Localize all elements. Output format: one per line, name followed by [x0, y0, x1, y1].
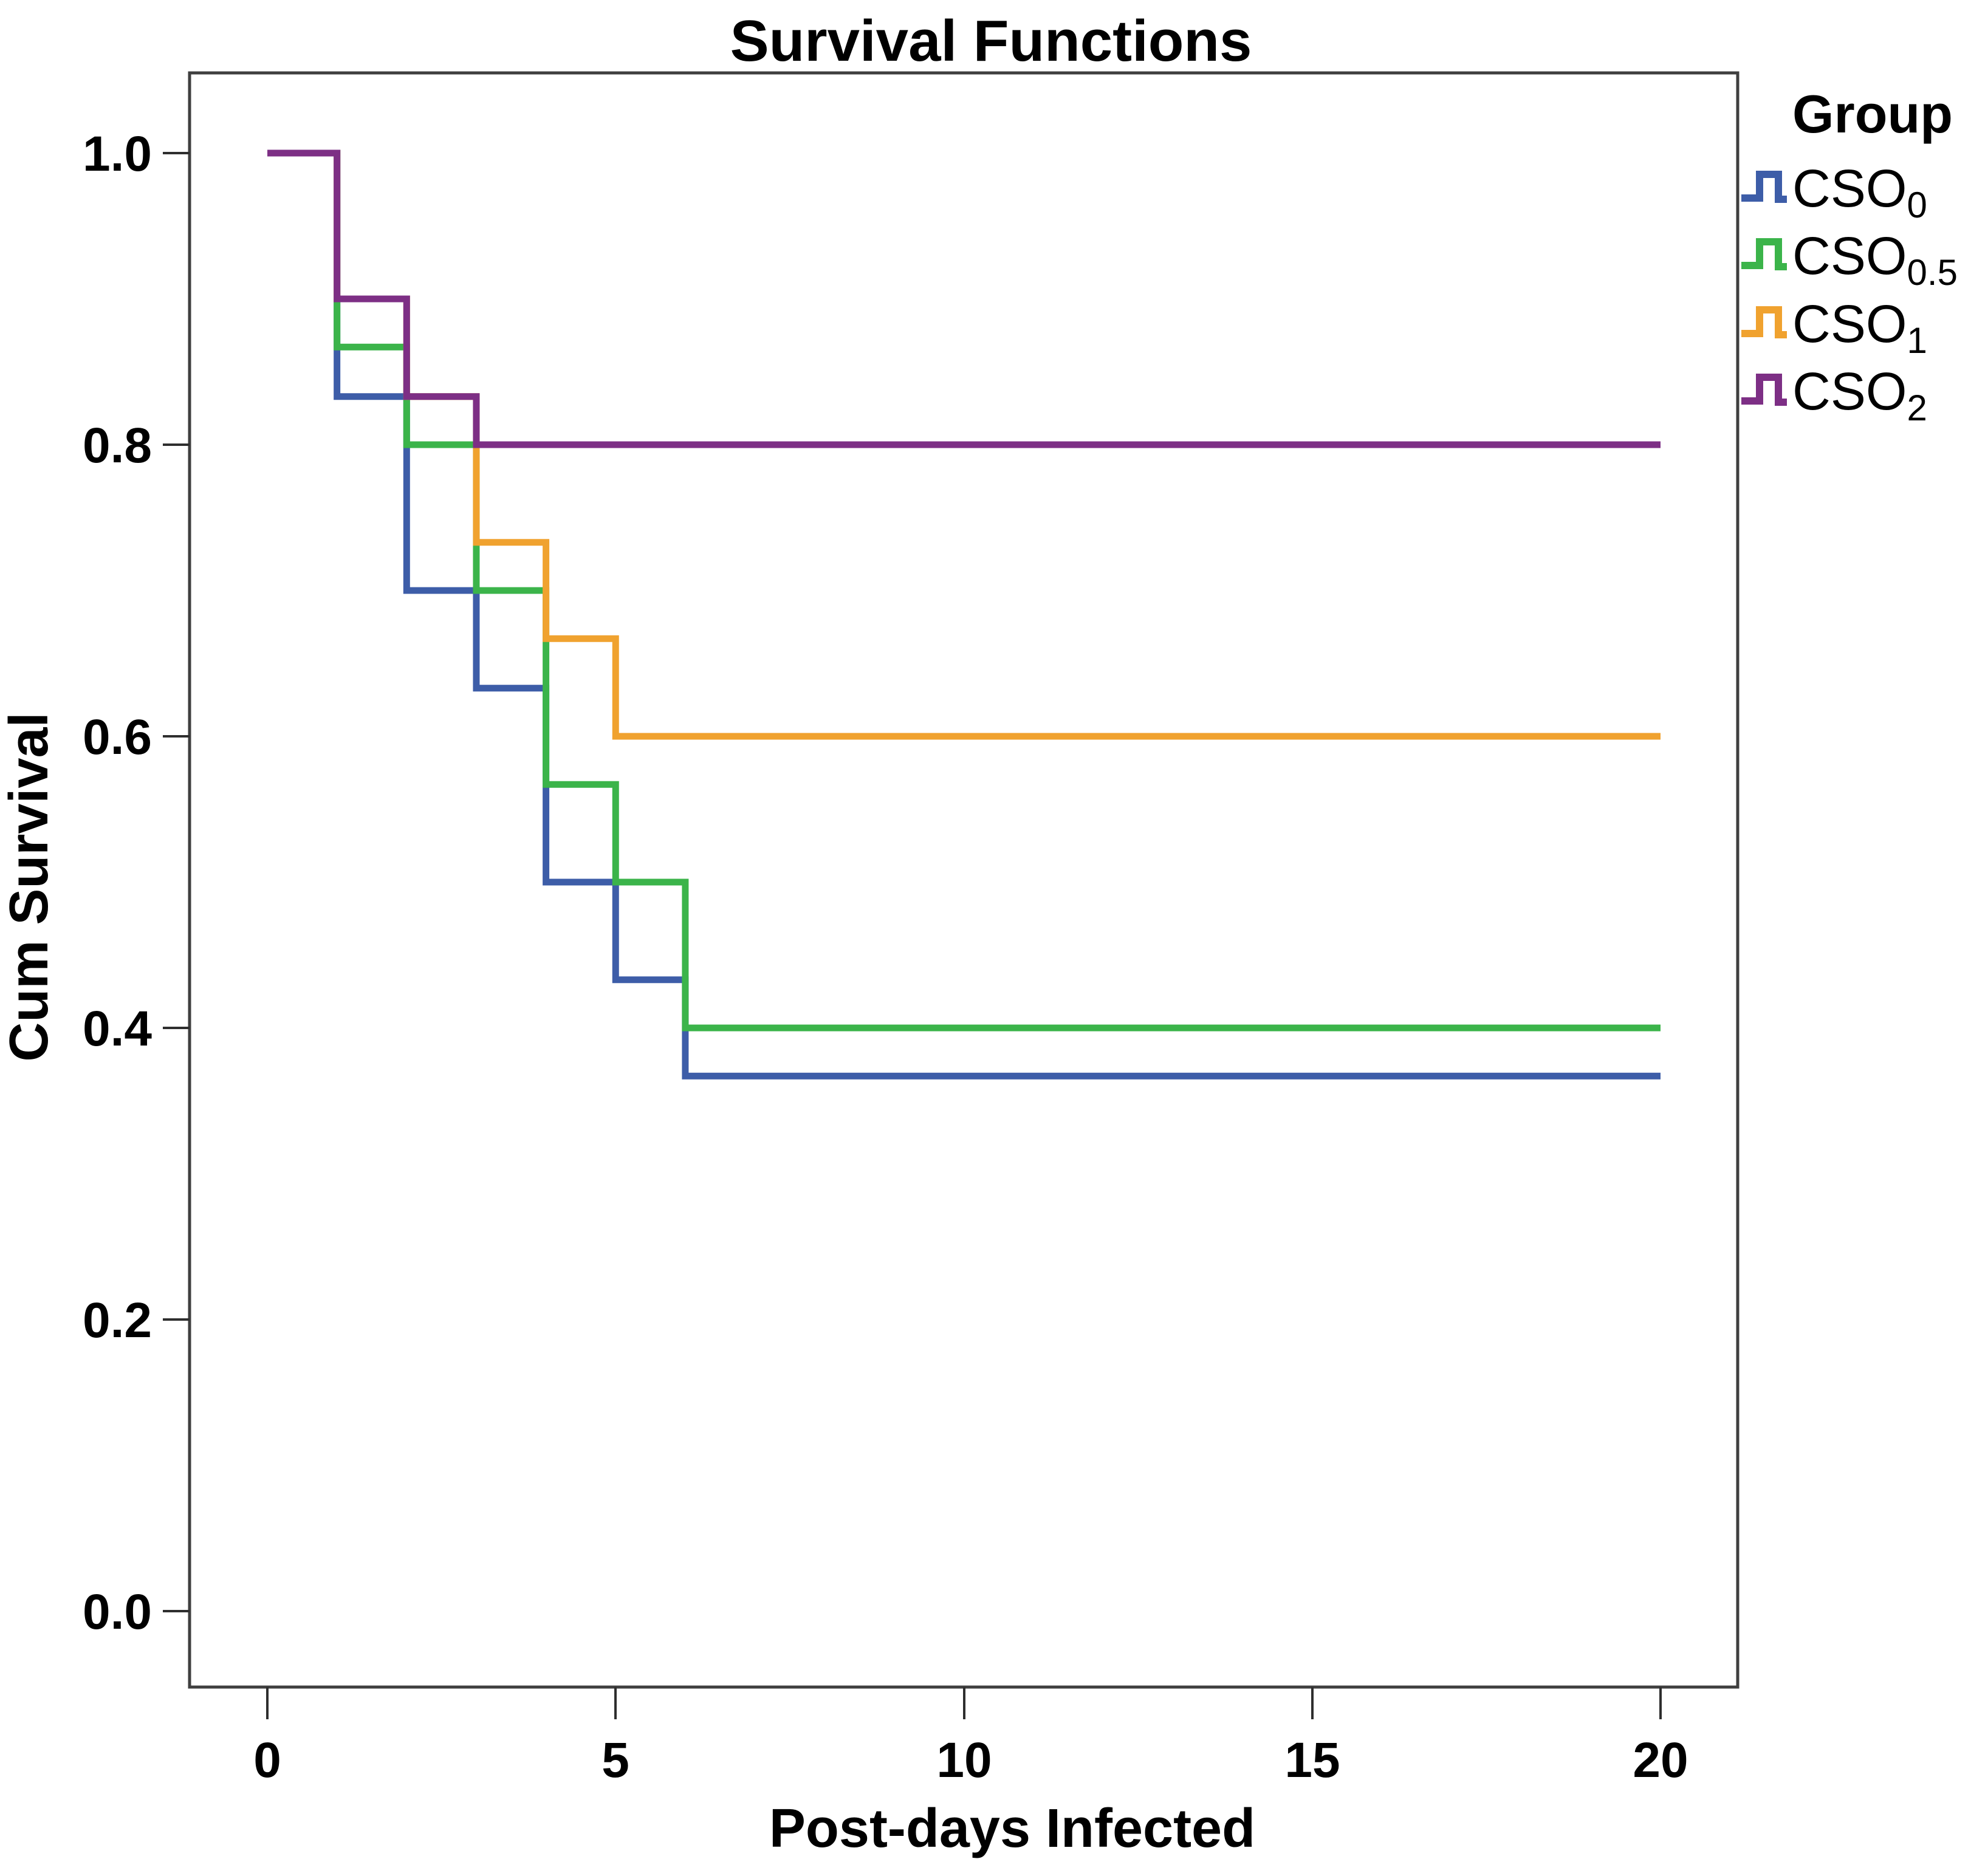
x-tick-label: 20: [1633, 1733, 1688, 1788]
legend-item-label: CSO2: [1792, 362, 1927, 428]
x-tick-label: 15: [1284, 1733, 1340, 1788]
y-axis-label: Cum Survival: [0, 712, 60, 1061]
legend-item-label: CSO0.5: [1792, 227, 1958, 293]
legend-key-step-icon: [1741, 374, 1787, 406]
x-axis-tick-labels: 0 5 10 15 20: [253, 1733, 1688, 1788]
chart-title: Survival Functions: [730, 9, 1252, 74]
legend-title: Group: [1792, 84, 1953, 144]
curve-cso-0.5: [267, 149, 1661, 1032]
legend-key-step-icon: [1741, 238, 1787, 270]
legend-item-label: CSO0: [1792, 159, 1927, 225]
y-tick-label: 0.0: [83, 1584, 152, 1640]
legend-item-cso-1: CSO1: [1741, 295, 1927, 361]
y-tick-label: 1.0: [83, 126, 152, 182]
curve-cso-2: [267, 149, 1661, 448]
x-tick-label: 10: [936, 1733, 992, 1788]
legend-label-base: CSO: [1792, 227, 1907, 286]
legend-label-base: CSO: [1792, 295, 1907, 354]
y-tick-label: 0.4: [83, 1001, 152, 1056]
y-tick-label: 0.8: [83, 418, 152, 473]
legend-key-step-icon: [1741, 306, 1787, 338]
legend-label-subscript: 0: [1907, 185, 1927, 225]
x-tick-label: 0: [253, 1733, 281, 1788]
x-axis-label: Post-days Infected: [769, 1798, 1255, 1859]
y-axis-tick-labels: 1.0 0.8 0.6 0.4 0.2 0.0: [83, 126, 152, 1640]
x-axis-ticks: [266, 1687, 1662, 1719]
legend-item-cso-0.5: CSO0.5: [1741, 227, 1958, 293]
legend-label-subscript: 0.5: [1907, 252, 1958, 293]
legend-item-cso-0: CSO0: [1741, 159, 1927, 225]
y-tick-label: 0.6: [83, 710, 152, 765]
legend-label-subscript: 2: [1907, 388, 1927, 428]
plot-frame: [188, 71, 1740, 1689]
legend-label-base: CSO: [1792, 362, 1907, 421]
legend-item-label: CSO1: [1792, 295, 1927, 361]
curve-cso-0: [267, 149, 1661, 1080]
legend: Group CSO0 CSO0.5 CSO1 CSO2: [1741, 84, 1958, 428]
y-tick-label: 0.2: [83, 1293, 152, 1348]
y-axis-ticks: [163, 152, 190, 1612]
legend-label-base: CSO: [1792, 159, 1907, 218]
legend-label-subscript: 1: [1907, 320, 1927, 361]
legend-item-cso-2: CSO2: [1741, 362, 1927, 428]
curves: [267, 149, 1661, 1080]
legend-key-step-icon: [1741, 171, 1787, 203]
x-tick-label: 5: [602, 1733, 629, 1788]
